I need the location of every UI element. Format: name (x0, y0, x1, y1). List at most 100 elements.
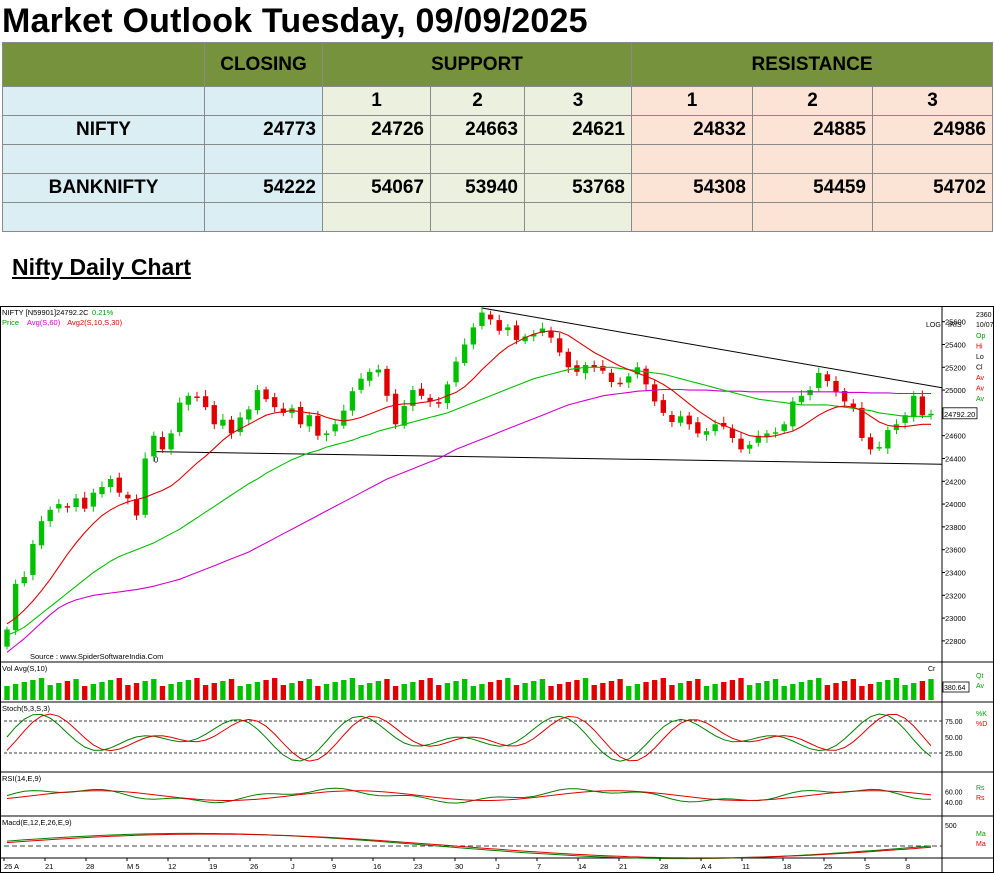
candle (444, 384, 451, 404)
volume-bar (462, 679, 468, 700)
closing-value: 24773 (204, 115, 323, 145)
candle (30, 543, 36, 576)
candle (669, 414, 675, 423)
chart-header-legend: Avg(S,60) (27, 318, 61, 327)
candle (470, 327, 476, 345)
volume-bar (30, 680, 36, 700)
macd-signal-line (6, 833, 932, 859)
x-axis-label: J (291, 862, 295, 871)
volume-bar (280, 685, 287, 700)
log-label: LOG (926, 322, 941, 329)
candle (746, 444, 753, 449)
candle (375, 369, 382, 373)
volume-bar (151, 679, 157, 700)
support-trendline (153, 451, 943, 465)
support-value: 24621 (524, 115, 632, 145)
x-axis-label: 26 (250, 862, 258, 871)
volume-bar (323, 684, 330, 700)
macd-axis-label: 500 (945, 823, 957, 830)
candle (919, 396, 926, 416)
candle (626, 376, 632, 383)
x-axis-label: 28 (86, 862, 94, 871)
candle (228, 419, 235, 434)
candle (487, 314, 494, 320)
candle (272, 397, 278, 408)
candle (928, 413, 934, 416)
volume-bar (220, 681, 226, 700)
closing-value: 54222 (204, 173, 323, 203)
candle (513, 325, 520, 340)
candle (133, 499, 140, 516)
volume-bar (867, 684, 874, 700)
volume-bar (738, 678, 744, 700)
volume-bar (522, 683, 528, 700)
volume-bar (392, 686, 399, 700)
header-closing: CLOSING (204, 42, 323, 87)
volume-bar (38, 678, 45, 700)
x-axis-label: M 5 (127, 862, 140, 871)
x-axis-label: 7 (537, 862, 541, 871)
candle (401, 406, 407, 426)
resistance-value: 54459 (752, 173, 873, 203)
volume-bar (367, 683, 373, 700)
candle (556, 338, 563, 353)
price-axis-label: 23000 (945, 614, 966, 623)
volume-bar (194, 678, 200, 700)
candle (677, 416, 684, 423)
x-axis-label: S (865, 862, 870, 871)
candle (73, 498, 79, 508)
candle (367, 371, 373, 381)
volume-bar (159, 686, 166, 700)
volume-bar (427, 678, 433, 700)
right-legend-item: Av (976, 396, 985, 403)
x-axis-label: 11 (742, 862, 750, 871)
candle (297, 406, 304, 425)
x-axis-label: 9 (332, 862, 336, 871)
zero-marker: 0 (154, 455, 159, 464)
candle (246, 409, 252, 420)
price-axis-label: 24200 (945, 477, 966, 486)
candle (781, 424, 787, 431)
support-1-num: 1 (322, 86, 431, 116)
volume-bar (919, 681, 926, 700)
spacer-row (2, 202, 993, 232)
volume-bar (496, 680, 502, 700)
candle (859, 407, 865, 438)
stoch-axis-label: 75.00 (945, 719, 963, 726)
corner-value: 2360 (976, 312, 992, 319)
volume-bar (764, 681, 770, 700)
corner-date: 10/07 (976, 322, 994, 329)
volume-legend-item: Qt (976, 673, 983, 680)
resistance-value: 54702 (872, 173, 993, 203)
volume-bar (246, 684, 252, 700)
chart-header-symbol: NIFTY [N59901]24792.2C (2, 308, 89, 317)
candle (56, 504, 62, 509)
candle (47, 509, 53, 522)
candle (798, 395, 805, 403)
volume-bar (289, 683, 295, 700)
volume-bar (47, 685, 53, 700)
volume-bar (626, 686, 632, 700)
volume-bar (643, 682, 649, 700)
volume-bar (341, 680, 347, 700)
candle (790, 401, 796, 427)
candle (867, 437, 874, 450)
volume-bar (893, 678, 900, 700)
candle (107, 479, 114, 487)
macd-label: Macd(E,12,E,26,E,9) (2, 818, 72, 827)
iris-label: IRIS (948, 322, 962, 329)
candle (4, 629, 10, 647)
candle (332, 424, 338, 432)
volume-bar (410, 682, 416, 700)
volume-bar (297, 681, 304, 700)
resistance-3-num: 3 (872, 86, 993, 116)
chart-header-legend: Avg2(S,10,S,30) (67, 318, 122, 327)
candle (436, 402, 442, 404)
candle (418, 388, 425, 396)
sma30-line (6, 366, 931, 636)
volume-bar (444, 683, 451, 700)
x-axis-label: 21 (619, 862, 627, 871)
candle (349, 391, 356, 411)
volume-bar (375, 681, 382, 700)
candle (168, 433, 174, 450)
